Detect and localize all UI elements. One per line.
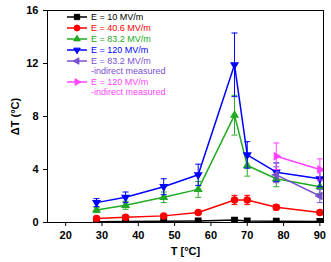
svg-text:8: 8 bbox=[32, 110, 38, 122]
svg-text:50: 50 bbox=[168, 229, 180, 241]
html-text:E = 83.2 MV/m -indirect measur: E = 83.2 MV/m -indirect measured bbox=[91, 56, 166, 76]
svg-text:12: 12 bbox=[26, 57, 38, 69]
svg-text:16: 16 bbox=[26, 4, 38, 16]
svg-text:20: 20 bbox=[60, 229, 72, 241]
svg-text:4: 4 bbox=[32, 163, 39, 175]
svg-text:T [°C]: T [°C] bbox=[171, 245, 201, 257]
html-text:E = 83.2 MV/m: E = 83.2 MV/m bbox=[91, 34, 151, 44]
svg-text:40: 40 bbox=[132, 229, 144, 241]
svg-text:ΔT (°C): ΔT (°C) bbox=[9, 97, 21, 135]
svg-text:30: 30 bbox=[96, 229, 108, 241]
svg-text:80: 80 bbox=[277, 229, 289, 241]
svg-text:0: 0 bbox=[32, 216, 38, 228]
html-text:E = 120 MV/m: E = 120 MV/m bbox=[91, 45, 149, 55]
svg-text:70: 70 bbox=[241, 229, 253, 241]
html-text:E = 10 MV/m: E = 10 MV/m bbox=[91, 12, 144, 22]
html-text:E = 120 MV/m -indirect measure: E = 120 MV/m -indirect measured bbox=[91, 77, 166, 97]
html-text:E = 40.6 MV/m: E = 40.6 MV/m bbox=[91, 23, 151, 33]
svg-text:60: 60 bbox=[205, 229, 217, 241]
svg-text:90: 90 bbox=[314, 229, 326, 241]
